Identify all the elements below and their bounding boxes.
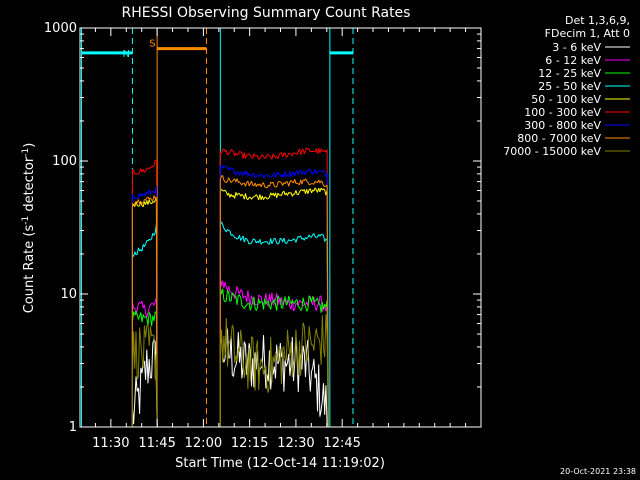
x-axis-label: Start Time (12-Oct-14 11:19:02) xyxy=(175,456,385,471)
series-line-7 xyxy=(219,165,329,428)
series-line-3 xyxy=(219,286,329,428)
series-line-1 xyxy=(131,339,158,428)
y-label-mid: detector xyxy=(22,156,37,216)
y-tick-label: 10 xyxy=(60,287,77,302)
y-label-sup2: -1 xyxy=(21,148,31,157)
legend-entry-label: 3 - 6 keV xyxy=(552,41,601,54)
legend-entry-label: 12 - 25 keV xyxy=(538,67,601,80)
y-label-sup1: -1 xyxy=(21,216,31,225)
x-tick-label: 12:15 xyxy=(231,436,268,451)
flag-label-s: S xyxy=(149,39,155,50)
series-line-6 xyxy=(131,159,158,428)
series-line-8 xyxy=(131,195,158,428)
flag-label-n: N xyxy=(123,49,130,60)
series-line-5 xyxy=(219,187,329,428)
y-tick-label: 100 xyxy=(52,154,77,169)
series-layer xyxy=(131,147,329,428)
series-line-4 xyxy=(219,221,329,428)
footer-date: 20-Oct-2021 23:38 xyxy=(560,467,636,476)
legend-entry-label: 25 - 50 keV xyxy=(538,80,601,93)
x-tick-label: 11:30 xyxy=(92,436,129,451)
axes-layer: 11:30 11:45 12:00 12:15 12:30 12:45 1 10 100 1000 xyxy=(44,21,482,451)
series-line-6 xyxy=(219,147,329,428)
legend-entry-label: 6 - 12 keV xyxy=(545,54,601,67)
legend-entry-label: 7000 - 15000 keV xyxy=(503,145,601,158)
legend-header-line: Det 1,3,6,9, xyxy=(565,14,630,27)
legend-header-line: FDecim 1, Att 0 xyxy=(545,27,630,40)
x-tick-label: 12:30 xyxy=(277,436,314,451)
series-line-9 xyxy=(131,324,158,428)
y-tick-label: 1000 xyxy=(44,21,77,36)
y-tick-label: 1 xyxy=(69,420,77,435)
x-tick-label: 11:45 xyxy=(138,436,175,451)
series-line-9 xyxy=(219,314,329,428)
legend-entry-label: 100 - 300 keV xyxy=(524,106,601,119)
x-tick-label: 12:45 xyxy=(323,436,360,451)
y-label-end: ) xyxy=(22,143,37,148)
series-line-2 xyxy=(219,275,329,428)
x-tick-label: 12:00 xyxy=(185,436,222,451)
series-line-7 xyxy=(131,185,158,428)
chart-title: RHESSI Observing Summary Count Rates xyxy=(122,5,411,21)
series-line-5 xyxy=(131,197,158,428)
series-line-8 xyxy=(219,175,329,428)
legend-entry-label: 300 - 800 keV xyxy=(524,119,601,132)
series-line-4 xyxy=(131,224,158,428)
y-label-main: Count Rate (s xyxy=(22,225,37,314)
legend-entry-label: 50 - 100 keV xyxy=(531,93,601,106)
legend-entry-label: 800 - 7000 keV xyxy=(517,132,601,145)
y-axis-label: Count Rate (s-1 detector-1) xyxy=(21,143,37,314)
series-line-3 xyxy=(131,310,158,428)
